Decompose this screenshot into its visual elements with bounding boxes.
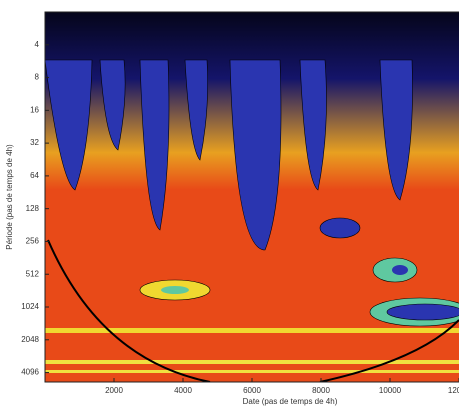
y-tick-label: 4096 — [21, 368, 39, 377]
x-tick-label: 6000 — [243, 386, 261, 395]
y-axis-label: Période (pas de temps de 4h) — [5, 144, 14, 250]
plot-frame — [44, 11, 459, 383]
x-tick-label: 2000 — [105, 386, 123, 395]
y-tick-label: 256 — [26, 237, 40, 246]
x-axis-label: Date (pas de temps de 4h) — [243, 397, 338, 406]
y-tick-label: 4 — [35, 40, 40, 49]
y-tick-label: 2048 — [21, 335, 39, 344]
x-tick-label: 8000 — [312, 386, 330, 395]
y-tick-label: 8 — [35, 73, 40, 82]
x-tick-label: 10000 — [379, 386, 402, 395]
y-tick-label: 1024 — [21, 302, 39, 311]
x-tick-label: 4000 — [174, 386, 192, 395]
y-tick-label: 64 — [30, 171, 39, 180]
y-tick-label: 512 — [26, 269, 40, 278]
y-tick-label: 32 — [30, 138, 39, 147]
y-tick-label: 16 — [30, 105, 39, 114]
plot-image — [45, 12, 459, 382]
x-tick-label: 12000 — [448, 386, 459, 395]
y-tick-label: 128 — [26, 204, 40, 213]
